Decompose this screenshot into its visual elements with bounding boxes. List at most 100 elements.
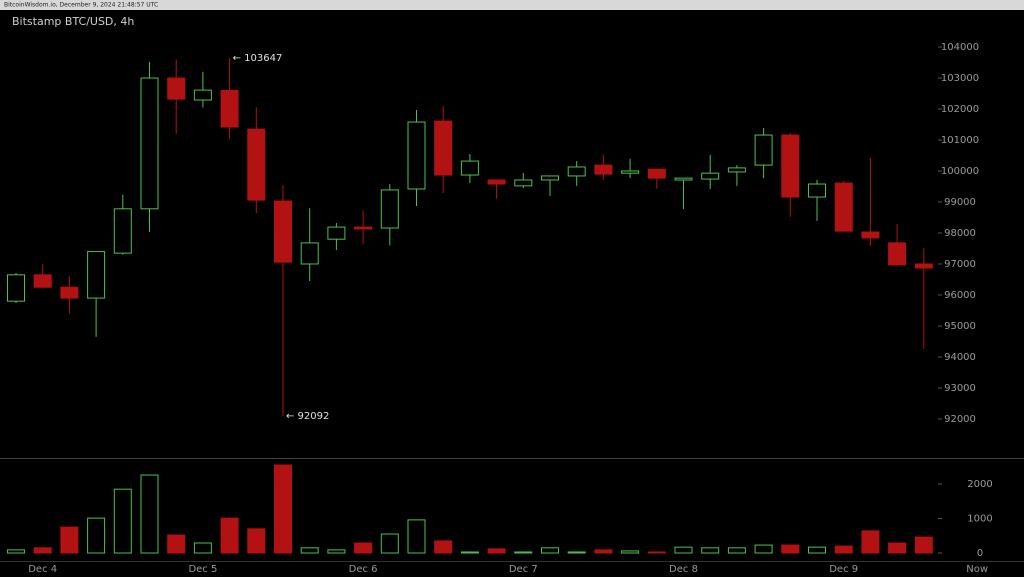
x-tick-label: Dec 7 [509, 564, 538, 575]
candle-body [647, 168, 666, 179]
candle-body [460, 160, 479, 176]
y-tick-label: 101000 [941, 135, 979, 146]
candle-body [487, 179, 506, 185]
chart-title: Bitstamp BTC/USD, 4h [12, 15, 134, 28]
volume-bar [647, 551, 666, 554]
volume-bar [407, 519, 426, 554]
x-tick-label: Dec 8 [669, 564, 698, 575]
volume-bar [460, 551, 479, 554]
y-tick-label: 98000 [944, 228, 976, 239]
volume-bar [7, 549, 25, 554]
candle-body [87, 251, 106, 299]
volume-bar [193, 542, 212, 554]
candle-body [861, 231, 880, 239]
candle-body [434, 120, 453, 176]
volume-bar [834, 545, 853, 554]
header-text: BitcoinWisdom.io, December 9, 2024 21:48… [4, 2, 158, 9]
volume-bar [594, 549, 613, 554]
volume-bar [87, 517, 106, 554]
candle-body [193, 89, 212, 101]
y-tick-label: 102000 [941, 104, 979, 115]
candle-body [167, 77, 186, 100]
candle-body [701, 172, 720, 180]
volume-bar [674, 546, 693, 554]
volume-bar [567, 551, 586, 554]
volume-tick-label: 0 [977, 548, 983, 559]
x-tick-label: Dec 9 [829, 564, 858, 575]
y-tick-label: 96000 [944, 290, 976, 301]
candle-body [113, 208, 132, 254]
candle-body [300, 242, 319, 265]
candle-body [888, 242, 907, 266]
candle-body [674, 177, 693, 181]
volume-bar [727, 547, 746, 554]
candle-body [380, 189, 399, 229]
volume-bar [300, 547, 319, 554]
y-tick-label: 92000 [944, 414, 976, 425]
top-bar [0, 0, 1024, 10]
y-tick-label: 99000 [944, 197, 976, 208]
volume-bar [274, 464, 292, 554]
volume-bar [621, 550, 640, 554]
volume-bar [701, 547, 720, 554]
candle-body [247, 128, 266, 201]
volume-bar [140, 474, 159, 554]
volume-bar [60, 526, 79, 554]
volume-bar [781, 544, 800, 554]
y-tick-label: 93000 [944, 383, 976, 394]
volume-bar [327, 549, 346, 554]
y-tick-label: 103000 [941, 73, 979, 84]
candle-body [33, 274, 52, 288]
volume-bar [808, 546, 826, 554]
candle-body [808, 183, 826, 198]
x-tick-label: Dec 4 [28, 564, 57, 575]
y-tick-label: 104000 [941, 42, 979, 53]
volume-bar [914, 536, 933, 554]
candle-body [781, 134, 800, 198]
y-tick-label: 100000 [941, 166, 979, 177]
candle-body [514, 179, 533, 187]
volume-bar [167, 534, 186, 554]
candle-body [727, 167, 746, 173]
volume-bar [754, 544, 773, 554]
candle-body [834, 182, 853, 232]
annotation: ← 92092 [286, 411, 329, 422]
y-tick-label: 97000 [944, 259, 976, 270]
volume-bar [514, 551, 533, 554]
candle-body [914, 263, 933, 269]
volume-bar [380, 533, 399, 554]
candle-body [567, 166, 586, 177]
volume-bar [33, 547, 52, 554]
candle-body [140, 77, 159, 210]
volume-bar [541, 547, 559, 554]
x-tick-label: Dec 6 [349, 564, 378, 575]
x-tick-label: Now [966, 564, 988, 575]
volume-bar [354, 542, 373, 554]
volume-bar [247, 528, 266, 554]
candle-body [354, 226, 373, 230]
y-tick-label: 94000 [944, 352, 976, 363]
candle-body [621, 170, 640, 174]
x-tick-label: Dec 5 [188, 564, 217, 575]
volume-bar [434, 540, 453, 554]
candle-body [754, 134, 773, 166]
volume-bar [113, 488, 132, 554]
volume-bar [861, 530, 880, 554]
volume-tick-label: 1000 [967, 514, 992, 525]
candle-body [541, 175, 559, 181]
candle-body [407, 121, 426, 190]
volume-bar [487, 548, 506, 554]
candle-body [274, 200, 292, 263]
y-tick-label: 95000 [944, 321, 976, 332]
annotation: ← 103647 [233, 53, 283, 64]
volume-tick-label: 2000 [967, 479, 992, 490]
candle-body [220, 89, 239, 128]
candle-body [60, 286, 79, 299]
candle-body [7, 274, 25, 302]
volume-bar [220, 517, 239, 554]
volume-bar [888, 542, 907, 554]
candle-body [327, 226, 346, 240]
candle-body [594, 164, 613, 175]
